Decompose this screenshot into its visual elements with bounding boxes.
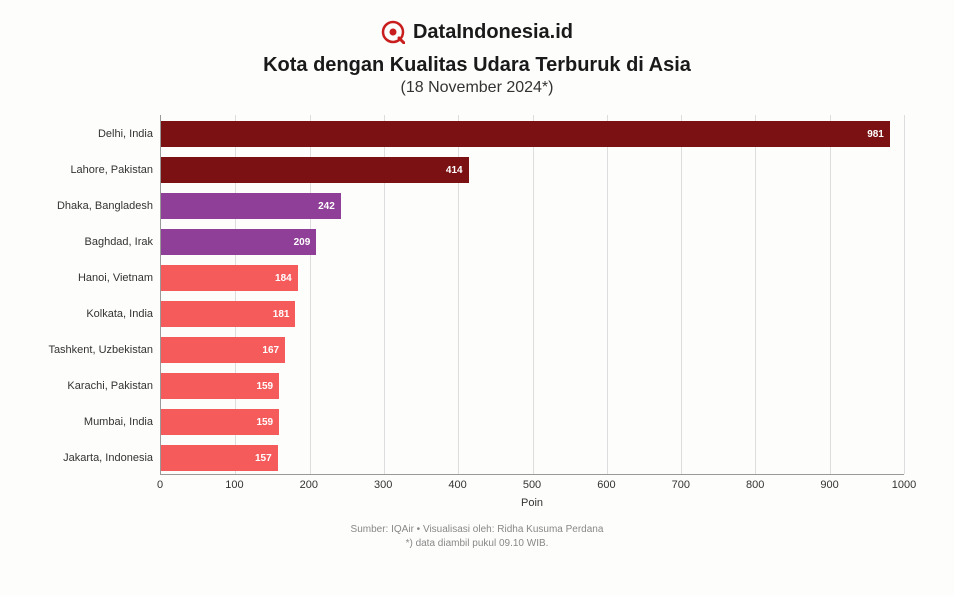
bar: 181 xyxy=(161,301,295,327)
bar-row: Kolkata, India181 xyxy=(161,301,295,327)
x-axis-title: Poin xyxy=(521,497,543,509)
gridline xyxy=(904,115,905,474)
bar-value: 184 xyxy=(275,273,292,284)
bar-value: 159 xyxy=(256,381,273,392)
bar-value: 242 xyxy=(318,201,335,212)
chart-area: Delhi, India981Lahore, Pakistan414Dhaka,… xyxy=(30,115,924,515)
y-axis-label: Baghdad, Irak xyxy=(31,236,161,248)
bar: 159 xyxy=(161,373,279,399)
bar-value: 167 xyxy=(262,345,279,356)
bar-row: Mumbai, India159 xyxy=(161,409,279,435)
bar-row: Lahore, Pakistan414 xyxy=(161,157,469,183)
footer-source: Sumber: IQAir • Visualisasi oleh: Ridha … xyxy=(30,523,924,537)
x-tick: 200 xyxy=(300,479,318,491)
header: DataIndonesia.id Kota dengan Kualitas Ud… xyxy=(30,20,924,97)
bar-row: Tashkent, Uzbekistan167 xyxy=(161,337,285,363)
x-tick: 100 xyxy=(225,479,243,491)
y-axis-label: Dhaka, Bangladesh xyxy=(31,200,161,212)
footer-note: *) data diambil pukul 09.10 WIB. xyxy=(30,537,924,551)
gridline xyxy=(533,115,534,474)
x-tick: 800 xyxy=(746,479,764,491)
bar: 242 xyxy=(161,193,341,219)
bar: 209 xyxy=(161,229,316,255)
x-tick: 300 xyxy=(374,479,392,491)
bar-row: Delhi, India981 xyxy=(161,121,890,147)
chart-subtitle: (18 November 2024*) xyxy=(30,79,924,97)
x-axis: Poin 01002003004005006007008009001000 xyxy=(160,475,904,515)
y-axis-label: Jakarta, Indonesia xyxy=(31,452,161,464)
gridline xyxy=(681,115,682,474)
bar-value: 209 xyxy=(294,237,311,248)
bar-value: 414 xyxy=(446,165,463,176)
chart-plot: Delhi, India981 Lahore, Pakistan414 Dhaka,… xyxy=(160,115,904,475)
bar: 159 xyxy=(161,409,279,435)
bar-value: 157 xyxy=(255,453,272,464)
gridline xyxy=(830,115,831,474)
bar-value: 981 xyxy=(867,129,884,140)
x-tick: 500 xyxy=(523,479,541,491)
y-axis-label: Delhi, India xyxy=(31,128,161,140)
x-tick: 400 xyxy=(448,479,466,491)
gridline xyxy=(755,115,756,474)
y-axis-label: Hanoi, Vietnam xyxy=(31,272,161,284)
y-axis-label: Lahore, Pakistan xyxy=(31,164,161,176)
bar: 184 xyxy=(161,265,298,291)
bar-row: Jakarta, Indonesia157 xyxy=(161,445,278,471)
bar-row: Dhaka, Bangladesh242 xyxy=(161,193,341,219)
bar: 414 xyxy=(161,157,469,183)
brand-logo-icon xyxy=(381,20,405,44)
x-tick: 600 xyxy=(597,479,615,491)
bar: 981 xyxy=(161,121,890,147)
bar-value: 181 xyxy=(273,309,290,320)
x-tick: 900 xyxy=(820,479,838,491)
brand: DataIndonesia.id xyxy=(381,20,573,44)
bar-row: Karachi, Pakistan159 xyxy=(161,373,279,399)
y-axis-label: Kolkata, India xyxy=(31,308,161,320)
gridline xyxy=(607,115,608,474)
brand-name: DataIndonesia.id xyxy=(413,21,573,44)
chart-title: Kota dengan Kualitas Udara Terburuk di A… xyxy=(30,54,924,77)
bar: 157 xyxy=(161,445,278,471)
x-tick: 0 xyxy=(157,479,163,491)
bar-value: 159 xyxy=(256,417,273,428)
y-axis-label: Mumbai, India xyxy=(31,416,161,428)
chart-footer: Sumber: IQAir • Visualisasi oleh: Ridha … xyxy=(30,523,924,551)
x-tick: 700 xyxy=(672,479,690,491)
bar-row: Hanoi, Vietnam184 xyxy=(161,265,298,291)
y-axis-label: Karachi, Pakistan xyxy=(31,380,161,392)
bar: 167 xyxy=(161,337,285,363)
bar-row: Baghdad, Irak209 xyxy=(161,229,316,255)
x-tick: 1000 xyxy=(892,479,916,491)
y-axis-label: Tashkent, Uzbekistan xyxy=(31,344,161,356)
